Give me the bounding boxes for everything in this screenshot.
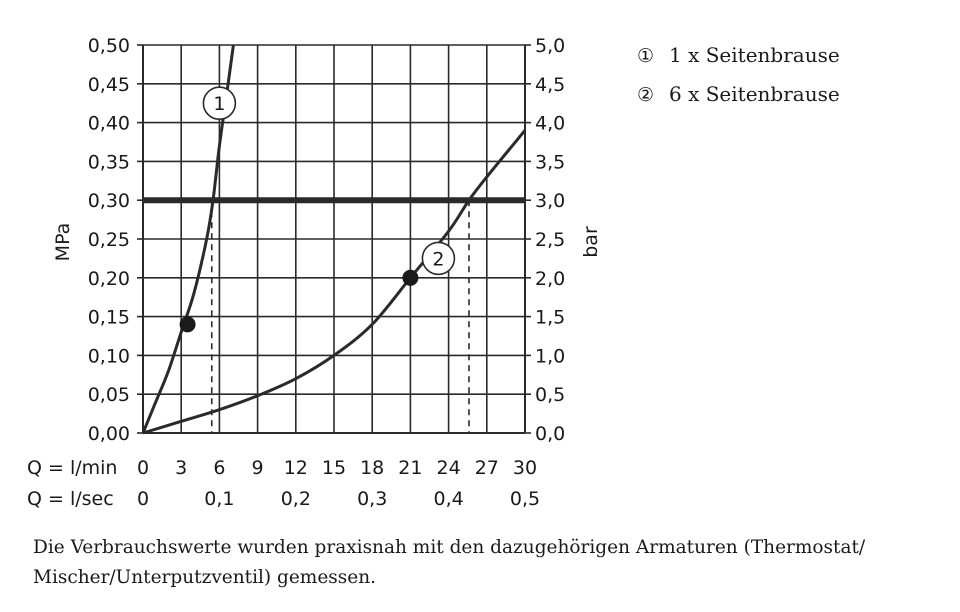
y-tick-label-right: 2,5 (535, 229, 565, 251)
caption-line-2: Mischer/Unterputzventil) gemessen. (33, 567, 377, 588)
y-tick-label-left: 0,30 (88, 190, 130, 212)
series-layer: 12 (141, 44, 527, 435)
caption-line-1: Die Verbrauchswerte wurden praxisnah mit… (33, 537, 866, 558)
x-tick-label-secondary: 0,4 (433, 488, 463, 510)
x-tick-label: 9 (252, 457, 264, 479)
axes (137, 44, 531, 434)
x-tick-label: 12 (284, 457, 308, 479)
series-line-2 (142, 129, 527, 435)
y-tick-label-right: 5,0 (535, 35, 565, 57)
curve-label-2: 2 (432, 248, 444, 270)
tick-labels: 0,000,050,100,150,200,250,300,350,400,45… (88, 35, 566, 510)
x-tick-label: 0 (137, 457, 149, 479)
x-tick-label: 24 (437, 457, 461, 479)
x-tick-label: 3 (175, 457, 187, 479)
y-tick-label-left: 0,20 (88, 268, 130, 290)
curve-label-1: 1 (213, 93, 225, 115)
x-tick-label: 6 (213, 457, 225, 479)
data-point-1 (179, 316, 196, 333)
grid (142, 44, 526, 434)
y-tick-label-left: 0,00 (88, 423, 130, 445)
y-tick-label-right: 4,0 (535, 113, 565, 135)
x-axis-title-secondary: Q = l/sec (27, 488, 114, 510)
y-tick-label-right: 0,0 (535, 423, 565, 445)
legend-item-2: ② 6 x Seitenbrause (637, 81, 840, 120)
y-tick-label-right: 1,5 (535, 307, 565, 329)
y-tick-label-right: 3,5 (535, 151, 565, 173)
y-tick-label-left: 0,40 (88, 113, 130, 135)
x-tick-label: 21 (398, 457, 422, 479)
y-tick-label-left: 0,15 (88, 307, 130, 329)
caption: Die Verbrauchswerte wurden praxisnah mit… (33, 533, 913, 593)
x-tick-label-secondary: 0,3 (357, 488, 387, 510)
data-point-2 (402, 269, 419, 286)
y-tick-label-right: 3,0 (535, 190, 565, 212)
curve-label-circle-1 (202, 86, 237, 120)
y-tick-label-right: 0,5 (535, 384, 565, 406)
x-tick-label: 27 (475, 457, 499, 479)
x-tick-label: 15 (322, 457, 346, 479)
y-tick-label-right: 4,5 (535, 74, 565, 96)
y-tick-label-left: 0,50 (88, 35, 130, 57)
x-tick-label-secondary: 0,5 (510, 488, 540, 510)
legend: ① 1 x Seitenbrause ② 6 x Seitenbrause (637, 42, 840, 120)
x-tick-label-secondary: 0,1 (204, 488, 234, 510)
pressure-flow-chart: 12 0,000,050,100,150,200,250,300,350,400… (27, 35, 602, 510)
x-tick-label: 30 (513, 457, 537, 479)
y-tick-label-left: 0,35 (88, 151, 130, 173)
x-axis-title-primary: Q = l/min (27, 457, 117, 479)
x-tick-label-secondary: 0 (137, 488, 149, 510)
legend-marker-2: ② (637, 84, 655, 106)
y-tick-label-right: 2,0 (535, 268, 565, 290)
legend-item-1: ① 1 x Seitenbrause (637, 42, 840, 81)
x-tick-label: 18 (360, 457, 384, 479)
legend-label-2: 6 x Seitenbrause (669, 82, 840, 106)
y-tick-label-right: 1,0 (535, 345, 565, 367)
y-tick-label-left: 0,25 (88, 229, 130, 251)
x-tick-label-secondary: 0,2 (281, 488, 311, 510)
y-axis-title-right: bar (580, 226, 602, 258)
y-tick-label-left: 0,05 (88, 384, 130, 406)
legend-marker-1: ① (637, 45, 655, 67)
y-tick-label-left: 0,45 (88, 74, 130, 96)
y-axis-title-left: MPa (52, 223, 74, 262)
curve-label-circle-2 (421, 241, 456, 276)
legend-label-1: 1 x Seitenbrause (669, 43, 840, 67)
y-tick-label-left: 0,10 (88, 345, 130, 367)
